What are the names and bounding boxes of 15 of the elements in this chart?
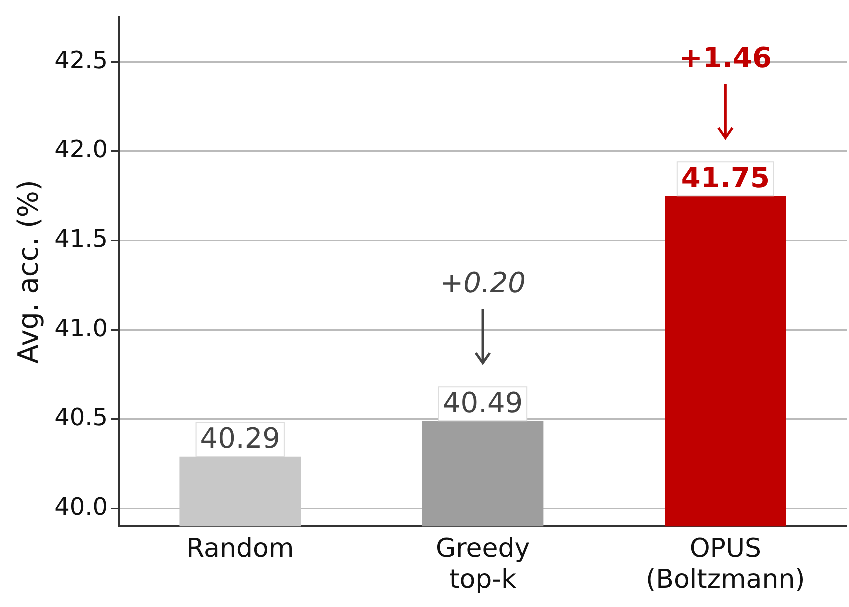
data-label: 40.29 [200,422,280,456]
y-tick-label: 40.0 [54,492,108,521]
data-label: 41.75 [681,161,770,194]
y-tick-label: 41.0 [54,314,108,342]
annotation: +0.20 [440,266,526,300]
y-axis-title: Avg. acc. (%) [12,180,46,364]
y-tick-label: 42.0 [54,136,108,164]
y-tick-label: 42.5 [54,46,108,74]
y-tick-label: 40.5 [54,404,108,432]
x-tick-label: OPUS (Boltzmann) [646,534,806,596]
data-label: 40.49 [442,386,524,420]
x-tick-label: Greedy top-k [436,534,530,596]
x-tick-label: Random [186,534,294,564]
y-tick-label: 41.5 [54,224,108,253]
annotation: +1.46 [679,41,772,74]
